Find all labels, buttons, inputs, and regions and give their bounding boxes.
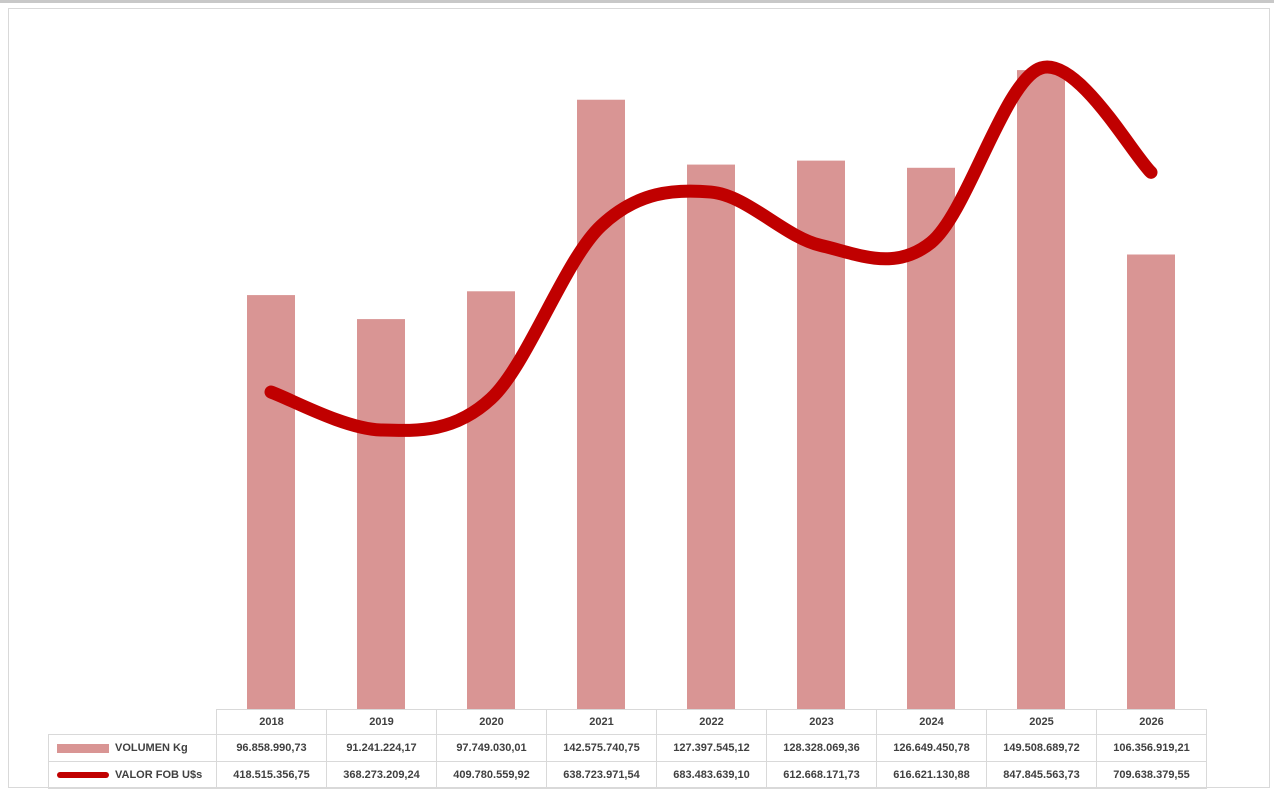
year-header: 2021 [546, 709, 657, 735]
table-header-row: 2018 2019 2020 2021 2022 2023 2024 2025 … [48, 709, 1207, 735]
year-header: 2026 [1096, 709, 1207, 735]
volumen-bar [247, 295, 295, 709]
table-row-volumen: VOLUMEN Kg 96.858.990,73 91.241.224,17 9… [48, 734, 1207, 762]
table-corner [48, 709, 217, 735]
valor-fob-value: 409.780.559,92 [436, 761, 547, 789]
volumen-value: 97.749.030,01 [436, 734, 547, 762]
valor-fob-value: 368.273.209,24 [326, 761, 437, 789]
valor-fob-value: 847.845.563,73 [986, 761, 1097, 789]
valor-fob-value: 418.515.356,75 [216, 761, 327, 789]
year-header: 2024 [876, 709, 987, 735]
year-header: 2025 [986, 709, 1097, 735]
volumen-bar [357, 319, 405, 709]
window-top-border [0, 0, 1274, 3]
valor-fob-value: 616.621.130,88 [876, 761, 987, 789]
volumen-bar [467, 291, 515, 709]
legend-bar-swatch [57, 744, 109, 753]
year-header: 2018 [216, 709, 327, 735]
year-header: 2023 [766, 709, 877, 735]
valor-fob-line [264, 60, 1158, 437]
legend-volumen: VOLUMEN Kg [48, 734, 217, 762]
year-header: 2020 [436, 709, 547, 735]
volumen-value: 96.858.990,73 [216, 734, 327, 762]
volumen-bar [1127, 254, 1175, 709]
volumen-value: 91.241.224,17 [326, 734, 437, 762]
valor-fob-value: 612.668.171,73 [766, 761, 877, 789]
volumen-bar [1017, 70, 1065, 709]
legend-volumen-label: VOLUMEN Kg [115, 742, 188, 754]
legend-valor-fob: VALOR FOB U$s [48, 761, 217, 789]
volumen-bar [577, 99, 625, 710]
data-table: 2018 2019 2020 2021 2022 2023 2024 2025 … [48, 709, 1207, 789]
volumen-value: 126.649.450,78 [876, 734, 987, 762]
volumen-value: 127.397.545,12 [656, 734, 767, 762]
valor-fob-value: 709.638.379,55 [1096, 761, 1207, 789]
legend-valor-fob-label: VALOR FOB U$s [115, 769, 203, 781]
year-header: 2019 [326, 709, 437, 735]
table-row-valor-fob: VALOR FOB U$s 418.515.356,75 368.273.209… [48, 761, 1207, 789]
year-header: 2022 [656, 709, 767, 735]
volumen-value: 149.508.689,72 [986, 734, 1097, 762]
volumen-value: 128.328.069,36 [766, 734, 877, 762]
volumen-value: 106.356.919,21 [1096, 734, 1207, 762]
valor-fob-value: 638.723.971,54 [546, 761, 657, 789]
volumen-bar [687, 164, 735, 709]
valor-fob-value: 683.483.639,10 [656, 761, 767, 789]
volumen-value: 142.575.740,75 [546, 734, 657, 762]
legend-line-swatch [57, 772, 109, 778]
